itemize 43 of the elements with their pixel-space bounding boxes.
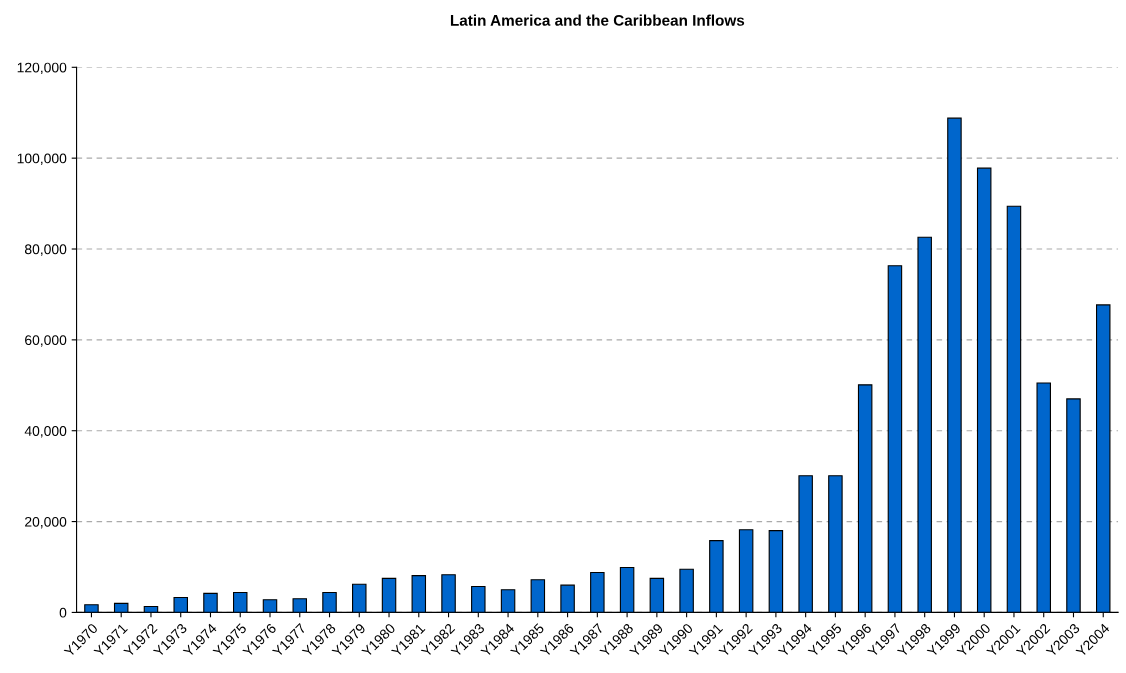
bar: [500, 589, 516, 613]
bar: [619, 566, 635, 613]
bar: [1036, 382, 1051, 613]
bar: [679, 568, 694, 613]
bar: [232, 591, 248, 613]
bar: [292, 598, 308, 613]
bar: [411, 575, 427, 613]
bar: [560, 584, 575, 613]
y-tick-label: 0: [59, 607, 67, 618]
bar: [857, 384, 873, 613]
bar: [976, 167, 992, 613]
bar: [113, 602, 129, 613]
bar: [322, 591, 337, 613]
y-tick-label: 80,000: [24, 244, 67, 256]
y-tick-label: 40,000: [24, 426, 67, 438]
y-tick-label: 20,000: [25, 516, 67, 529]
bar: [471, 585, 486, 613]
bar: [381, 577, 397, 613]
y-tick-label: 120,000: [17, 62, 67, 75]
bar: [352, 583, 367, 613]
bar: [143, 605, 159, 613]
bar: [738, 529, 754, 613]
bar: [828, 475, 843, 613]
bar: [173, 596, 188, 613]
bar: [947, 117, 962, 613]
bar: [262, 599, 278, 613]
bar: [1006, 205, 1022, 613]
bar: [530, 579, 546, 613]
bar: [1066, 398, 1081, 613]
bar: [649, 577, 665, 613]
bar: [887, 265, 903, 613]
bar: [203, 592, 218, 613]
bar: [441, 574, 456, 613]
bar: [768, 530, 784, 613]
bar: [1095, 304, 1111, 613]
bar: [798, 475, 813, 613]
y-tick-label: 60,000: [25, 335, 67, 347]
bar: [590, 571, 605, 613]
bar: [709, 540, 724, 613]
chart-title: Latin America and the Caribbean Inflows: [450, 14, 745, 26]
bar: [84, 604, 99, 613]
y-tick-label: 100,000: [17, 153, 67, 165]
bar: [917, 236, 932, 613]
